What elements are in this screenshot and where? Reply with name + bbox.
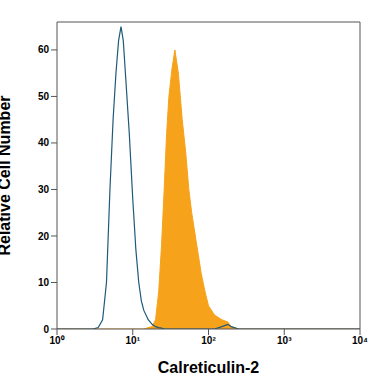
svg-text:20: 20 [38,231,50,242]
svg-text:Calreticulin-2: Calreticulin-2 [158,359,259,375]
svg-text:30: 30 [38,184,50,195]
svg-text:10⁴: 10⁴ [352,335,367,346]
svg-text:Relative Cell Number: Relative Cell Number [8,95,13,255]
svg-text:10¹: 10¹ [126,335,141,346]
svg-text:10²: 10² [201,335,216,346]
svg-text:40: 40 [38,137,50,148]
svg-text:10³: 10³ [277,335,292,346]
svg-text:60: 60 [38,44,50,55]
svg-text:50: 50 [38,91,50,102]
svg-text:10: 10 [38,277,50,288]
svg-text:0: 0 [43,324,49,335]
svg-text:10⁰: 10⁰ [49,335,64,346]
